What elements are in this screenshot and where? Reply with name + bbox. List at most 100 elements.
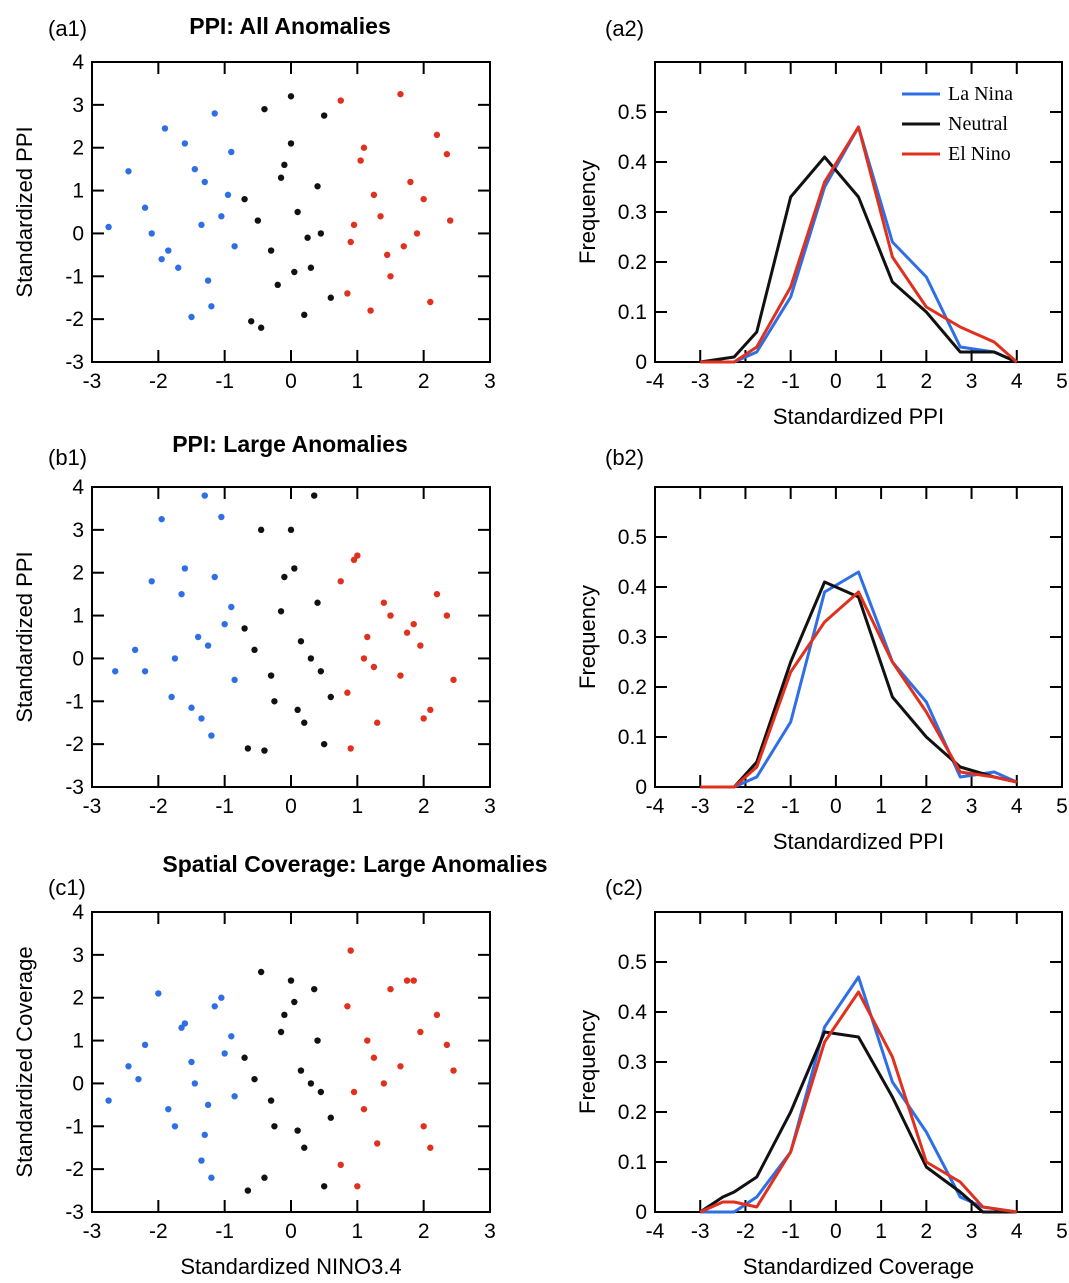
- y-tick-label: 1: [72, 180, 84, 203]
- y-tick-label: -3: [65, 776, 84, 799]
- data-point: [291, 268, 298, 276]
- data-point: [201, 1131, 208, 1139]
- x-tick-label: -2: [736, 370, 755, 393]
- x-tick-label: 0: [830, 1220, 842, 1243]
- x-tick-label: 2: [920, 1220, 932, 1243]
- x-tick-label: 2: [418, 1220, 430, 1243]
- data-point: [178, 590, 185, 598]
- data-point: [211, 573, 218, 581]
- data-point: [370, 191, 378, 199]
- panel-title: PPI: All Anomalies: [189, 13, 391, 39]
- data-point: [350, 556, 358, 564]
- series-line: [700, 570, 1018, 789]
- data-point: [165, 247, 172, 254]
- y-axis-label: Frequency: [575, 1010, 600, 1114]
- x-tick-label: 5: [1056, 1220, 1068, 1243]
- x-tick-label: 1: [351, 795, 363, 818]
- data-point: [135, 1075, 142, 1083]
- data-point: [314, 1037, 321, 1044]
- data-point: [198, 715, 205, 722]
- data-point: [244, 745, 252, 752]
- data-point: [257, 526, 265, 534]
- series-line: [700, 125, 1018, 364]
- axes-frame: [91, 911, 491, 1213]
- x-tick-label: 3: [966, 370, 978, 393]
- y-tick-label: 1: [72, 1030, 84, 1053]
- data-point: [178, 1024, 185, 1031]
- scatter-series: [105, 990, 238, 1181]
- x-tick-label: 0: [285, 370, 297, 393]
- x-tick-label: -1: [781, 370, 800, 393]
- data-point: [171, 1123, 179, 1130]
- axes-frame: [654, 486, 1063, 788]
- x-axis-label: Standardized NINO3.4: [180, 1254, 401, 1279]
- legend-label: El Nino: [948, 143, 1011, 165]
- x-tick-label: -1: [215, 1220, 234, 1243]
- data-point: [317, 668, 325, 675]
- data-point: [294, 706, 301, 714]
- x-tick-label: -3: [83, 795, 102, 818]
- x-tick-label: -1: [215, 370, 234, 393]
- scatter-series: [105, 110, 238, 321]
- panel-c1: -3 -2 -1 0 1 2 3 -3 -2 -1 0 1 2 3 4 Standardized NINO3.…: [12, 851, 548, 1279]
- data-point: [218, 513, 225, 521]
- y-tick-label: 0: [635, 351, 647, 374]
- data-point: [320, 112, 328, 119]
- y-tick-label: 0.1: [618, 726, 647, 749]
- y-axis-label: Standardized Coverage: [12, 946, 37, 1177]
- series-line: [699, 990, 1017, 1214]
- y-tick-label: -2: [65, 308, 84, 331]
- y-tick-label: 0.3: [618, 626, 647, 649]
- y-tick-label: -1: [65, 690, 84, 713]
- scatter-series: [337, 90, 454, 314]
- x-tick-label: -3: [691, 370, 710, 393]
- data-point: [304, 234, 311, 241]
- data-point: [320, 740, 328, 748]
- data-point: [427, 1144, 434, 1151]
- data-point: [251, 646, 258, 654]
- data-point: [191, 165, 199, 173]
- data-point: [231, 1093, 238, 1100]
- x-tick-label: -1: [215, 795, 234, 818]
- panel-label: (a2): [605, 16, 644, 41]
- data-point: [218, 994, 225, 1001]
- data-point: [327, 294, 334, 301]
- x-tick-label: -4: [646, 370, 665, 393]
- data-point: [208, 1174, 215, 1181]
- data-point: [158, 515, 165, 523]
- data-point: [261, 105, 268, 113]
- data-point: [228, 1033, 235, 1040]
- data-point: [420, 715, 427, 722]
- data-point: [211, 1003, 218, 1010]
- y-tick-label: -1: [65, 265, 84, 288]
- data-point: [377, 213, 384, 220]
- x-tick-label: -3: [691, 795, 710, 818]
- x-tick-label: 2: [418, 795, 430, 818]
- x-tick-label: 0: [285, 795, 297, 818]
- y-tick-label: 4: [72, 476, 84, 499]
- data-point: [287, 93, 295, 100]
- data-point: [383, 251, 391, 259]
- data-point: [347, 947, 354, 954]
- data-point: [380, 1080, 388, 1087]
- data-point: [201, 178, 208, 186]
- data-point: [294, 208, 301, 216]
- y-tick-label: 4: [72, 901, 84, 924]
- axes-frame: [654, 911, 1063, 1213]
- x-tick-label: 3: [484, 795, 496, 818]
- data-point: [443, 1041, 451, 1049]
- y-tick-label: 0.5: [618, 951, 647, 974]
- data-point: [433, 590, 441, 598]
- x-tick-label: 3: [966, 795, 978, 818]
- y-tick-label: 0.1: [618, 301, 647, 324]
- panel-label: (c1): [48, 875, 86, 900]
- data-point: [427, 706, 434, 714]
- data-point: [307, 264, 315, 271]
- y-tick-label: 1: [72, 605, 84, 628]
- scatter-series: [241, 492, 334, 754]
- data-point: [357, 157, 364, 164]
- data-point: [387, 985, 394, 993]
- data-point: [148, 578, 155, 585]
- data-point: [218, 213, 225, 220]
- y-tick-label: 0.2: [618, 676, 647, 699]
